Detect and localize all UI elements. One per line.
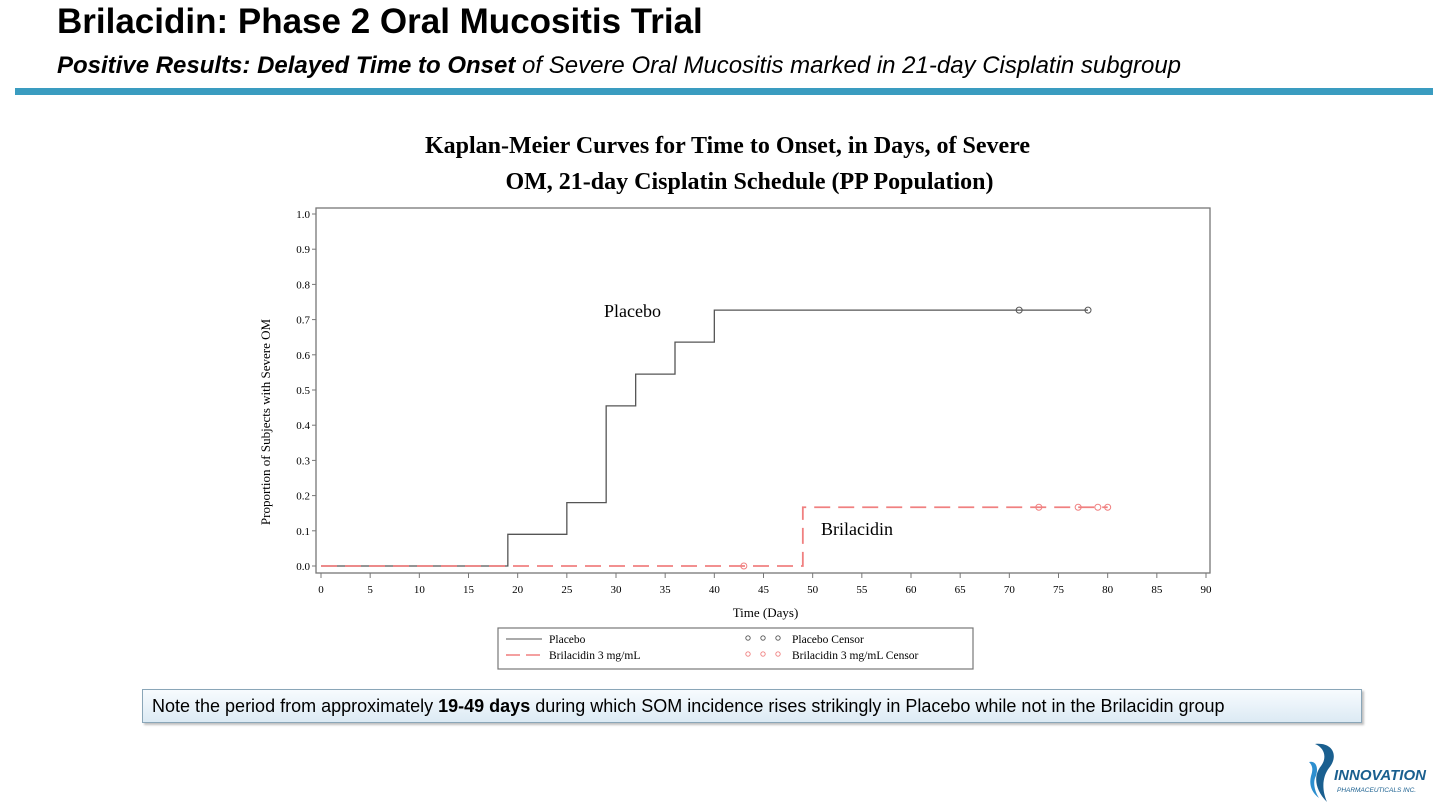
x-tick-label: 90	[1201, 584, 1213, 596]
plot-frame	[315, 207, 1211, 574]
censor-marker-1	[1074, 503, 1082, 511]
slide-title: Brilacidin: Phase 2 Oral Mucositis Trial	[57, 2, 703, 41]
subtitle-rest: of Severe Oral Mucositis marked in 21-da…	[515, 52, 1182, 79]
x-tick-label: 80	[1102, 584, 1114, 596]
legend-censor-swatch	[760, 651, 766, 657]
series-line-0	[321, 309, 1088, 567]
chart-title-line1: Kaplan-Meier Curves for Time to Onset, i…	[424, 133, 1031, 159]
logo-text: INNOVATION	[1334, 767, 1427, 784]
subtitle-bold: Positive Results: Delayed Time to Onset	[57, 52, 516, 79]
censor-marker-1	[1104, 503, 1112, 511]
y-tick-label: 0.9	[296, 244, 310, 256]
censor-marker-1	[1035, 503, 1043, 511]
x-tick-label: 0	[318, 584, 324, 596]
logo-subtext: PHARMACEUTICALS INC.	[1337, 787, 1416, 794]
x-tick-label: 15	[463, 584, 475, 596]
placebo-curve-label: Placebo	[604, 301, 661, 321]
censor-marker-1	[1094, 503, 1102, 511]
x-tick-label: 35	[660, 584, 672, 596]
logo-swoosh-icon	[1315, 743, 1334, 802]
chart-title-line2: OM, 21-day Cisplatin Schedule (PP Popula…	[505, 169, 994, 195]
x-tick-label: 85	[1151, 584, 1163, 596]
y-tick-label: 0.0	[296, 561, 310, 573]
x-tick-label: 65	[955, 584, 967, 596]
legend-label: Placebo Censor	[792, 634, 864, 646]
note-box: Note the period from approximately 19-49…	[142, 689, 1362, 723]
x-tick-label: 30	[611, 584, 623, 596]
series-line-1	[321, 506, 1108, 567]
x-tick-label: 10	[414, 584, 426, 596]
logo-swoosh-accent-icon	[1309, 761, 1319, 798]
y-tick-label: 1.0	[296, 209, 310, 221]
y-tick-label: 0.2	[296, 491, 310, 503]
x-axis-label: Time (Days)	[733, 605, 799, 620]
x-tick-label: 20	[512, 584, 524, 596]
legend-censor-swatch	[745, 635, 751, 641]
title-rule	[15, 88, 1433, 95]
y-tick-label: 0.3	[296, 455, 310, 467]
x-tick-label: 60	[906, 584, 918, 596]
x-tick-label: 40	[709, 584, 721, 596]
y-tick-label: 0.6	[296, 350, 310, 362]
censor-marker-0	[1084, 306, 1092, 314]
y-tick-label: 0.1	[296, 526, 310, 538]
legend-label: Placebo	[549, 634, 586, 646]
chart-title: Kaplan-Meier Curves for Time to Onset, i…	[300, 128, 1155, 200]
legend-censor-swatch	[745, 651, 751, 657]
legend-censor-swatch	[775, 651, 781, 657]
x-tick-label: 75	[1053, 584, 1065, 596]
censor-marker-1	[740, 562, 748, 570]
y-axis-label: Proportion of Subjects with Severe OM	[258, 318, 273, 525]
y-tick-label: 0.4	[296, 420, 310, 432]
note-suffix: during which SOM incidence rises strikin…	[530, 696, 1225, 716]
km-chart: 0.0 0.1 0.2 0.3 0.4 0.5 0.6 0.7 0.8 0.9 1.0 0 5 10 15 2…	[258, 207, 1213, 670]
legend-label: Brilacidin 3 mg/mL	[549, 650, 640, 662]
x-tick-label: 5	[367, 584, 373, 596]
slide-subtitle: Positive Results: Delayed Time to Onset …	[57, 52, 1181, 80]
legend-label: Brilacidin 3 mg/mL Censor	[792, 650, 919, 662]
legend-censor-swatch	[775, 635, 781, 641]
y-tick-label: 0.7	[296, 315, 310, 327]
x-tick-label: 50	[807, 584, 819, 596]
x-tick-label: 70	[1004, 584, 1016, 596]
innovation-logo: INNOVATION PHARMACEUTICALS INC.	[1309, 743, 1427, 802]
brilacidin-curve-label: Brilacidin	[821, 519, 893, 539]
x-tick-label: 55	[856, 584, 868, 596]
legend-censor-swatch	[760, 635, 766, 641]
censor-marker-0	[1015, 306, 1023, 314]
note-bold: 19-49 days	[438, 696, 531, 716]
note-prefix: Note the period from approximately	[152, 696, 439, 716]
x-tick-label: 45	[758, 584, 770, 596]
legend-box	[497, 627, 974, 670]
y-tick-label: 0.8	[296, 279, 310, 291]
x-tick-label: 25	[561, 584, 573, 596]
y-tick-label: 0.5	[296, 385, 310, 397]
